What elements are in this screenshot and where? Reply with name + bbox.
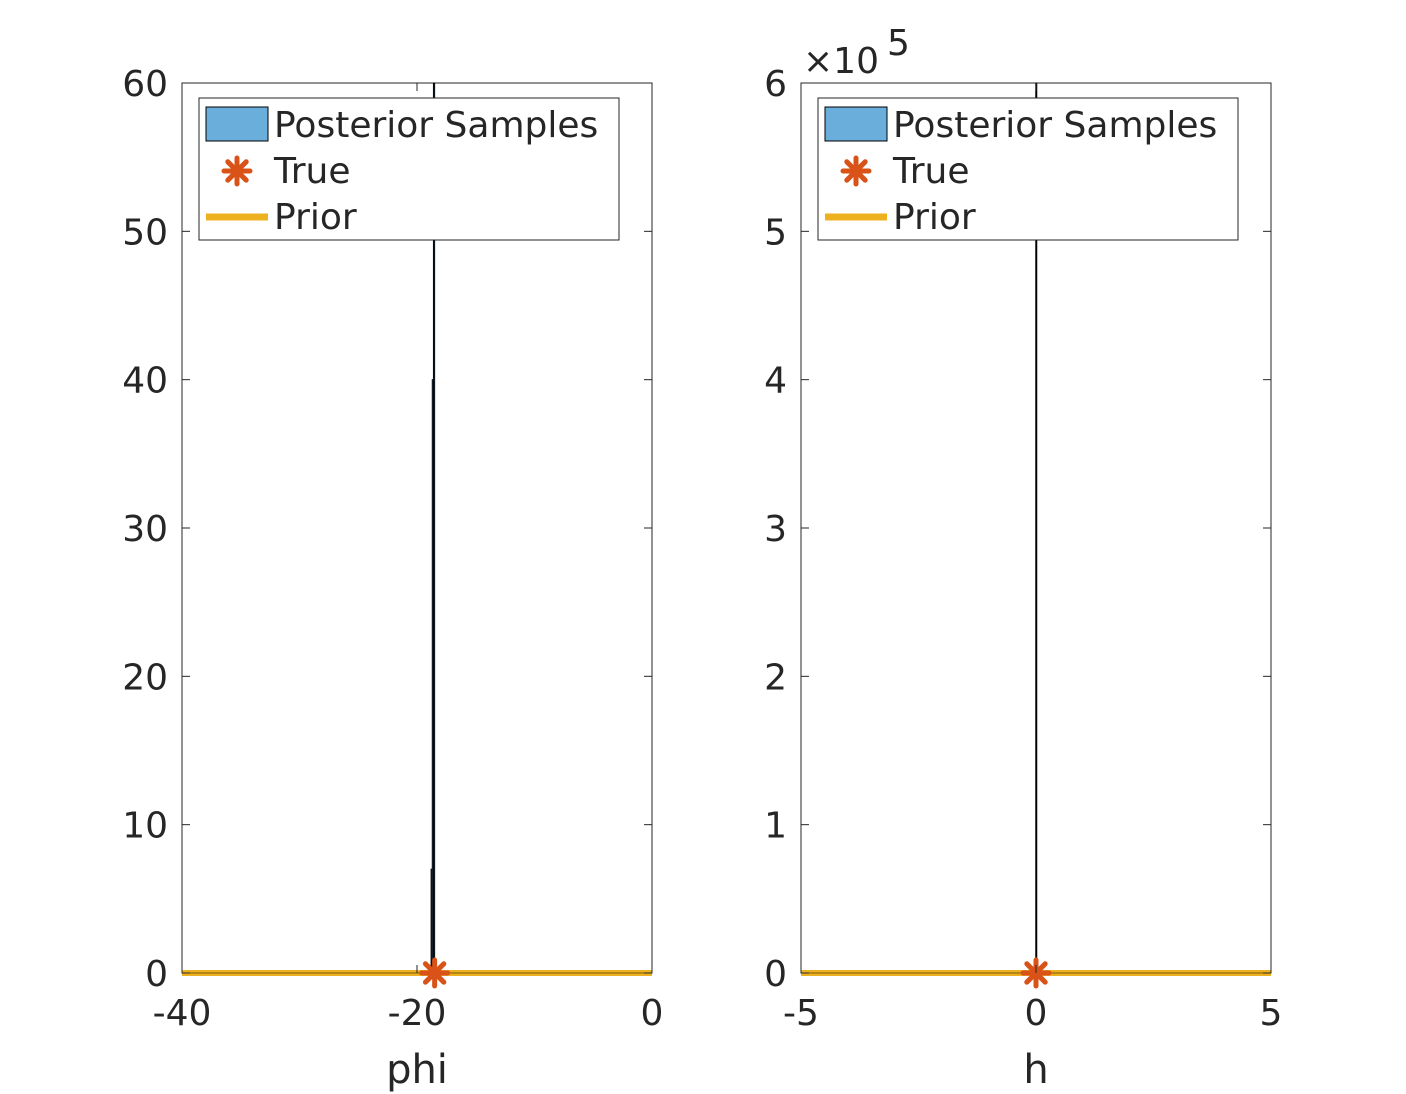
legend: Posterior Samples True Prior [817,97,1239,241]
legend-box [817,97,1239,241]
legend-swatch-posterior [824,106,888,142]
true-marker [419,957,451,989]
legend-marker-true [221,155,253,187]
x-axis-label: h [1023,1047,1048,1093]
y-tick-label: 50 [122,212,168,253]
y-tick-label: 5 [764,212,787,253]
legend-label-true: True [892,151,969,192]
legend-box [198,97,620,241]
legend-marker-true-stroke [225,159,249,183]
x-tick-label: -5 [783,993,819,1034]
x-tick-label: -40 [153,993,212,1034]
x-axis-label: phi [386,1047,448,1093]
y-tick-label: 2 [764,657,787,698]
y-tick-label: 20 [122,657,168,698]
subplot-phi: -40 -20 0 0 10 20 30 40 50 60 phi Posterior Samples… [122,64,663,1093]
legend-label-posterior: Posterior Samples [893,105,1217,146]
legend-label-prior: Prior [893,197,976,238]
y-tick-label: 10 [122,806,168,847]
y-tick-label: 30 [122,509,168,550]
y-tick-label: 0 [145,954,168,995]
legend-swatch-posterior [205,106,269,142]
x-tick-label: -20 [388,993,447,1034]
y-tick-label: 60 [122,64,168,105]
legend-marker-true [840,155,872,187]
legend-marker-true-stroke [844,159,868,183]
x-tick-label: 5 [1260,993,1283,1034]
y-tick-label: 4 [764,361,787,402]
y-tick-label: 1 [764,806,787,847]
legend-label-posterior: Posterior Samples [274,105,598,146]
y-tick-label: 0 [764,954,787,995]
y-tick-label: 3 [764,509,787,550]
legend: Posterior Samples True Prior [198,97,620,241]
true-marker-stroke [422,961,447,985]
x-tick-label: 0 [641,993,664,1034]
y-tick-label: 6 [764,64,787,105]
x-tick-label: 0 [1025,993,1048,1034]
legend-label-true: True [273,151,350,192]
y-tick-label: 40 [122,361,168,402]
legend-label-prior: Prior [274,197,357,238]
y-exponent-power: 5 [887,23,910,64]
y-exponent-label: ×10 [803,41,879,82]
